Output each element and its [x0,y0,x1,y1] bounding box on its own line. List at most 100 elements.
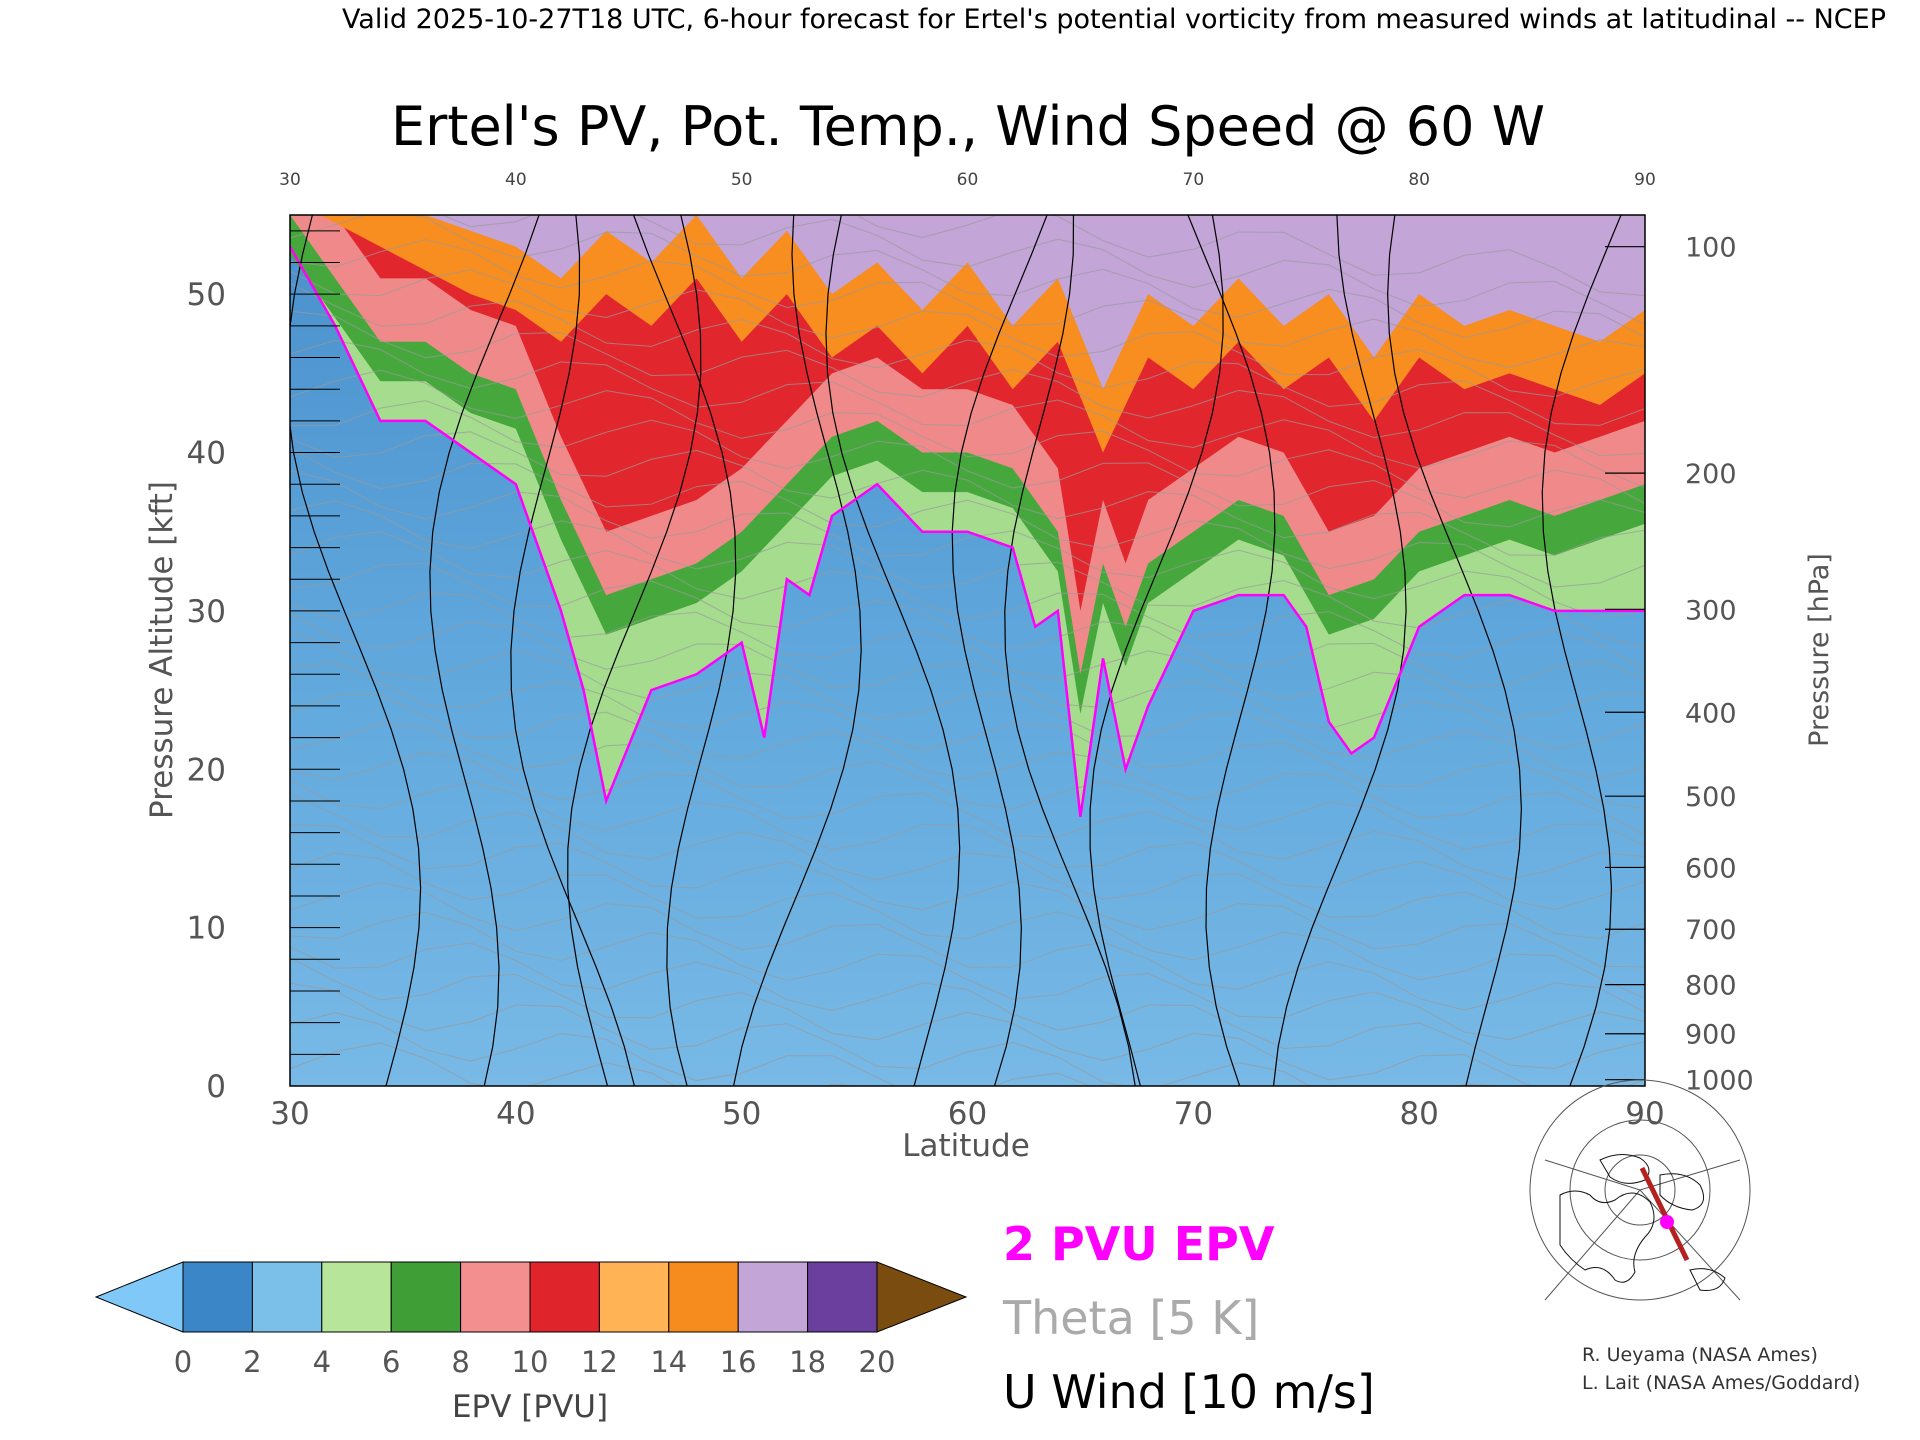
x-tick-label: 90 [1625,1096,1664,1132]
x-axis-bottom: 30 40 50 60 70 80 90 [270,1096,1664,1132]
colorbar-label: EPV [PVU] [452,1389,608,1425]
inset-map [1529,1079,1751,1305]
theta-contour [290,852,1645,999]
theta-contour [290,751,1645,881]
wind-contour [825,215,961,1086]
y-tick-label: 40 [187,436,226,472]
theta-contour [290,722,1645,850]
colorbar-tick-label: 20 [859,1345,896,1379]
chart-title: Ertel's PV, Pot. Temp., Wind Speed @ 60 … [391,95,1545,158]
wind-contour [1541,215,1622,1086]
y-axis-left: 0 10 20 30 40 50 [187,230,340,1105]
theta-contour [290,531,1645,671]
legend-2pvu: 2 PVU EPV [1003,1217,1275,1271]
pressure-tick-label: 500 [1685,782,1737,813]
colorbar-tick-label: 10 [512,1345,549,1379]
legend-theta: Theta [5 K] [1002,1291,1259,1345]
colorbar-under-arrow [94,1261,184,1333]
wind-contour [567,215,702,1086]
theta-contours [290,215,1645,1086]
theta-contour [290,239,1645,369]
y-tick-label: 10 [187,911,226,947]
theta-contour [290,793,1645,940]
colorbar-segment [737,1261,809,1333]
theta-contour [290,881,1645,1014]
theta-contour [441,215,1645,325]
valid-time-header: Valid 2025-10-27T18 UTC, 6-hour forecast… [342,4,1886,35]
theta-contour [290,1012,1092,1086]
x-tick-label: 30 [270,1096,309,1132]
plot-frame [289,214,1646,1087]
epv-bands [290,215,1645,817]
colorbar-tick-label: 6 [382,1345,400,1379]
wind-contour [951,215,1048,1086]
colorbar-segment [668,1261,739,1333]
x-tick-label: 40 [496,1096,535,1132]
colorbar-segment [807,1261,878,1333]
theta-contour [290,957,1645,1086]
theta-contour [290,562,1645,687]
pressure-tick-label: 300 [1685,595,1737,626]
theta-contour [290,911,1645,1041]
x-tick-label-top: 90 [1634,170,1656,190]
pressure-tick-label: 700 [1685,915,1737,946]
pressure-tick-label: 900 [1685,1020,1737,1051]
x-axis-label: Latitude [902,1128,1030,1164]
theta-contour [290,779,1645,910]
colorbar-segment [529,1261,600,1333]
theta-contour [679,215,1645,297]
y-axis-right-pressure: 100 200 300 400 500 600 700 800 900 1000 [1605,233,1754,1097]
wind-contour [732,215,862,1086]
x-tick-label: 80 [1399,1096,1438,1132]
y2-axis-label: Pressure [hPa] [1804,553,1835,747]
x-tick-label-top: 80 [1408,170,1430,190]
wind-contour [290,215,422,1086]
theta-contour [290,310,1645,457]
theta-contour [290,592,1645,719]
y-axis-label: Pressure Altitude [kft] [144,481,180,819]
wind-contour [1089,215,1224,1086]
wind-contour [1187,215,1276,1086]
colorbar-tick-label: 2 [243,1345,261,1379]
location-marker-icon [1660,1215,1674,1229]
theta-contour [290,282,1645,426]
colorbar-segment [460,1261,531,1333]
wind-contour [1272,215,1407,1086]
colorbar: 0 2 4 6 8 10 12 14 16 18 20 [94,1261,968,1379]
theta-contour [290,369,1645,505]
wind-contour [1004,215,1136,1086]
theta-contour [290,942,1645,1070]
pressure-tick-label: 600 [1685,853,1737,884]
colorbar-segment [598,1261,670,1333]
colorbar-segment [182,1261,253,1333]
x-tick-label-top: 70 [1183,170,1205,190]
theta-contour [290,269,1645,398]
x-tick-label-top: 50 [731,170,753,190]
x-tick-label: 50 [722,1096,761,1132]
theta-contour [290,662,1645,810]
colorbar-tick-label: 0 [174,1345,192,1379]
legend-wind: U Wind [10 m/s] [1003,1365,1375,1419]
credit-line-1: R. Ueyama (NASA Ames) [1582,1344,1818,1366]
pressure-tick-label: 1000 [1685,1066,1754,1097]
wind-contour [510,215,635,1086]
wind-contour [632,215,737,1086]
colorbar-segment [390,1261,462,1333]
theta-contour [290,694,1645,836]
theta-contour [290,631,1645,780]
wind-contour [1387,215,1522,1086]
epv-band-14-18 [425,215,1645,390]
colorbar-tick-label: 16 [720,1345,757,1379]
x-tick-label-top: 60 [957,170,979,190]
colorbar-tick-label: 4 [313,1345,331,1379]
cross-section-track [1639,1166,1690,1262]
colorbar-tick-label: 14 [650,1345,687,1379]
x-tick-label-top: 30 [279,170,301,190]
colorbar-segment [251,1261,323,1333]
pressure-tick-label: 100 [1685,233,1737,264]
theta-contour [290,823,1645,968]
x-axis-top: 30 40 50 60 70 80 90 [279,170,1656,190]
credit-line-2: L. Lait (NASA Ames/Goddard) [1582,1372,1860,1394]
wind-contour [429,215,540,1086]
y-tick-label: 50 [187,277,226,313]
